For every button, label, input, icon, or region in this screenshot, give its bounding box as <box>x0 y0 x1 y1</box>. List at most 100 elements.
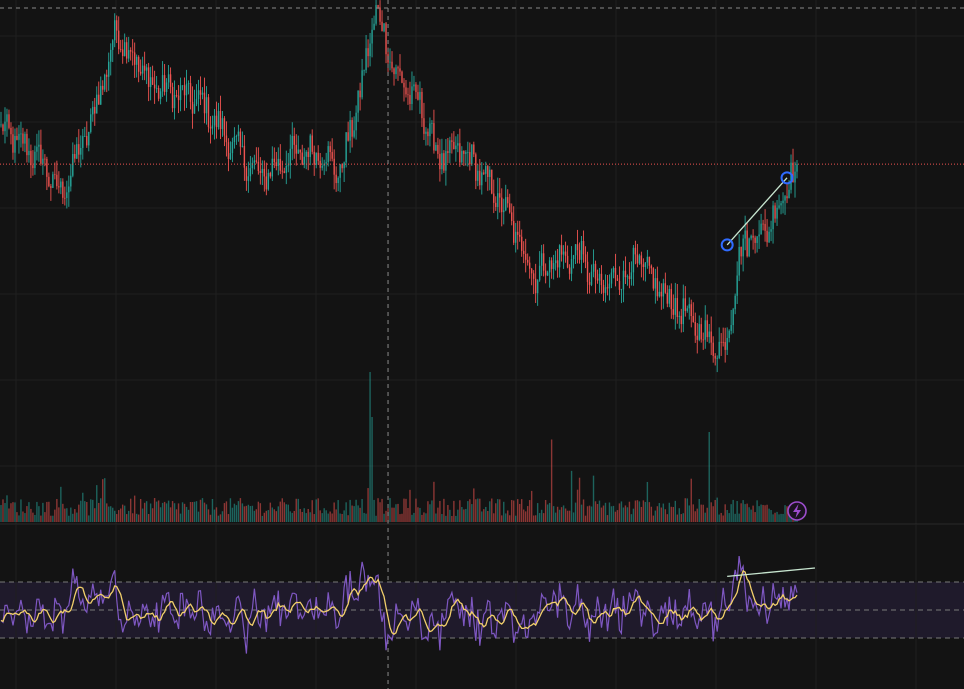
candle-body <box>359 90 361 98</box>
candle <box>70 163 72 192</box>
volume-bar <box>377 498 379 522</box>
candle <box>766 219 768 247</box>
candle-body <box>243 145 246 168</box>
candle <box>712 336 714 363</box>
volume-bar <box>2 499 4 522</box>
volume-bar <box>515 515 517 522</box>
volume-bar <box>72 513 74 522</box>
candle-body <box>682 298 684 325</box>
candle-body <box>505 197 507 211</box>
candle-body <box>740 246 742 257</box>
oscillator-levels <box>0 581 964 639</box>
volume-bar <box>646 481 649 522</box>
volume-bar <box>271 507 274 522</box>
lightning-bolt-icon[interactable] <box>787 501 807 521</box>
volume-bar <box>367 488 369 522</box>
volume-bar <box>700 504 702 522</box>
volume-bar <box>129 498 132 522</box>
volume-bar <box>20 499 22 522</box>
trendline-pivot-markers[interactable] <box>720 171 794 252</box>
candle-body <box>425 131 427 134</box>
volume-bar <box>558 509 561 522</box>
price-trendline[interactable] <box>726 177 788 246</box>
candle-body <box>325 162 327 164</box>
oscillator-trendline[interactable] <box>727 567 816 578</box>
candle-body <box>459 143 461 163</box>
volume-bar <box>447 505 449 522</box>
volume-bar <box>662 503 665 522</box>
volume-bar <box>52 515 54 522</box>
volume-bar <box>311 500 313 522</box>
candle <box>125 37 128 64</box>
candle-body <box>600 273 603 286</box>
candle <box>165 78 168 102</box>
volume-bar <box>698 499 700 522</box>
candle <box>273 147 276 169</box>
volume-bar <box>233 503 236 522</box>
candle-body <box>110 49 112 62</box>
candle <box>100 76 102 105</box>
candle <box>285 150 287 185</box>
candle <box>207 94 210 133</box>
candle-body <box>712 342 714 356</box>
volume-bar <box>139 498 142 522</box>
volume-bar <box>179 513 182 522</box>
volume-bar <box>475 499 477 522</box>
candle-body <box>271 158 274 177</box>
volume-bar <box>630 514 633 522</box>
candle-body <box>269 172 272 177</box>
candle <box>393 67 395 86</box>
candle-body <box>72 153 74 176</box>
volume-bar <box>84 501 86 522</box>
candle <box>52 171 54 189</box>
volume-bar <box>118 510 120 522</box>
candle <box>371 18 373 58</box>
candle-body <box>293 135 295 145</box>
candle <box>253 154 256 170</box>
candle-body <box>511 212 513 221</box>
candle <box>538 251 541 282</box>
candle <box>515 222 517 253</box>
volume-bar <box>501 515 503 522</box>
volume-bar <box>239 498 242 522</box>
candle-body <box>389 61 391 63</box>
volume-bar <box>38 506 40 522</box>
volume-bar <box>46 501 48 522</box>
candle-body <box>259 170 262 173</box>
candle-body <box>116 20 118 31</box>
candle-body <box>586 261 589 282</box>
volume-bar <box>12 502 14 522</box>
volume-bar <box>88 515 90 522</box>
candle-body <box>141 65 144 74</box>
candle-body <box>147 67 150 87</box>
oscillator-pane <box>0 524 964 689</box>
candle <box>425 127 427 146</box>
volume-bar <box>411 514 413 522</box>
volume-bar <box>413 512 415 522</box>
candle <box>626 274 629 286</box>
candle-body <box>614 267 617 279</box>
candle-body <box>179 85 182 101</box>
volume-bar <box>540 509 543 522</box>
candle-body <box>163 75 166 92</box>
candle <box>183 77 186 111</box>
candle <box>179 77 182 112</box>
candle-body <box>624 270 627 278</box>
candle <box>121 39 124 64</box>
candle <box>369 32 371 67</box>
candle-body <box>112 40 114 50</box>
candle <box>279 144 281 175</box>
candle-body <box>397 67 399 69</box>
candle <box>630 261 633 286</box>
candle-body <box>602 285 605 293</box>
candle <box>237 124 240 142</box>
volume-bar <box>538 513 541 522</box>
candle-body <box>734 295 736 310</box>
candle-body <box>638 255 641 264</box>
volume-bar <box>225 501 228 522</box>
volume-bar <box>636 500 639 522</box>
candle-body <box>299 149 301 153</box>
candle <box>644 262 647 282</box>
volume-bar <box>658 503 661 522</box>
